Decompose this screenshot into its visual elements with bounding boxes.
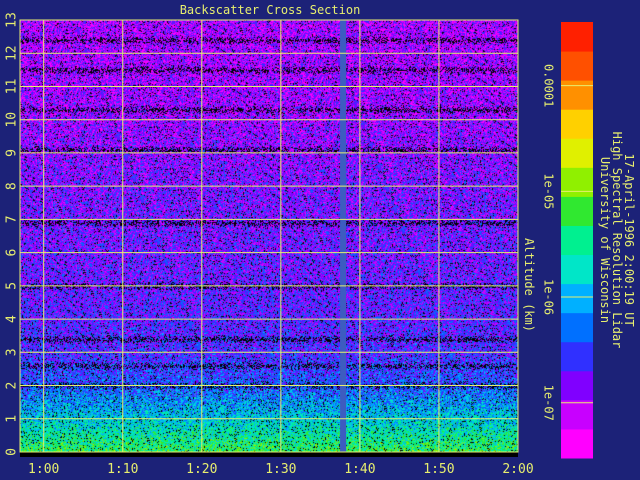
colorbar-swatch <box>561 254 593 285</box>
colorbar-swatch <box>561 370 593 401</box>
x-tick-label: 1:50 <box>423 462 454 477</box>
ground-strip <box>20 452 518 457</box>
y-tick-label: 8 <box>5 182 20 190</box>
colorbar-tick-label: 1e-05 <box>542 173 556 209</box>
chart-title: Backscatter Cross Section <box>180 3 361 17</box>
colorbar-swatch <box>561 22 593 52</box>
colorbar-swatch <box>561 312 593 343</box>
y-tick-label: 10 <box>5 112 20 128</box>
y-tick-label: 6 <box>5 249 20 257</box>
y-tick-label: 11 <box>5 79 20 95</box>
credit-institution: University of Wisconsin <box>598 157 612 323</box>
y-tick-label: 12 <box>5 45 20 61</box>
colorbar-tick-label: 1e-07 <box>542 385 556 421</box>
colorbar-tick-label: 0.0001 <box>542 64 556 107</box>
y-tick-label: 2 <box>5 382 20 390</box>
colorbar-swatch <box>561 80 593 110</box>
y-tick-label: 4 <box>5 315 20 323</box>
credit-instrument: High Spectral Resolution Lidar <box>610 132 624 349</box>
backscatter-heatmap <box>20 20 518 452</box>
x-tick-label: 1:00 <box>28 462 59 477</box>
x-tick-label: 1:30 <box>265 462 296 477</box>
credit-timestamp: 17-April-1996 2:00:19 UT <box>622 153 636 326</box>
x-tick-label: 2:00 <box>502 462 533 477</box>
colorbar-swatch <box>561 196 593 226</box>
data-gap-band <box>340 20 347 452</box>
colorbar-swatch <box>561 283 593 314</box>
y-tick-label: 13 <box>5 12 20 28</box>
y-tick-label: 5 <box>5 282 20 290</box>
x-tick-label: 1:10 <box>107 462 138 477</box>
x-axis-ticks: 1:00 1:10 1:20 1:30 1:40 1:50 2:00 <box>28 462 534 477</box>
x-tick-label: 1:20 <box>186 462 217 477</box>
plot-area <box>19 19 519 457</box>
colorbar-tick-label: 1e-06 <box>542 279 556 315</box>
colorbar-ticks: 0.0001 1e-05 1e-06 1e-07 <box>542 64 593 421</box>
plot-frame <box>19 19 519 453</box>
colorbar-swatch <box>561 167 593 197</box>
y-axis-label: Altitude (km) <box>522 238 536 332</box>
colorbar <box>561 22 593 459</box>
y-tick-label: 0 <box>5 448 20 456</box>
colorbar-swatch <box>561 428 593 459</box>
y-tick-label: 9 <box>5 149 20 157</box>
colorbar-swatch <box>561 399 593 430</box>
colorbar-swatch <box>561 138 593 168</box>
y-tick-label: 1 <box>5 415 20 423</box>
colorbar-swatch <box>561 341 593 372</box>
colorbar-swatch <box>561 51 593 81</box>
y-tick-label: 3 <box>5 348 20 356</box>
colorbar-swatch <box>561 225 593 256</box>
x-tick-label: 1:40 <box>344 462 375 477</box>
colorbar-swatch <box>561 109 593 139</box>
y-tick-label: 7 <box>5 215 20 223</box>
